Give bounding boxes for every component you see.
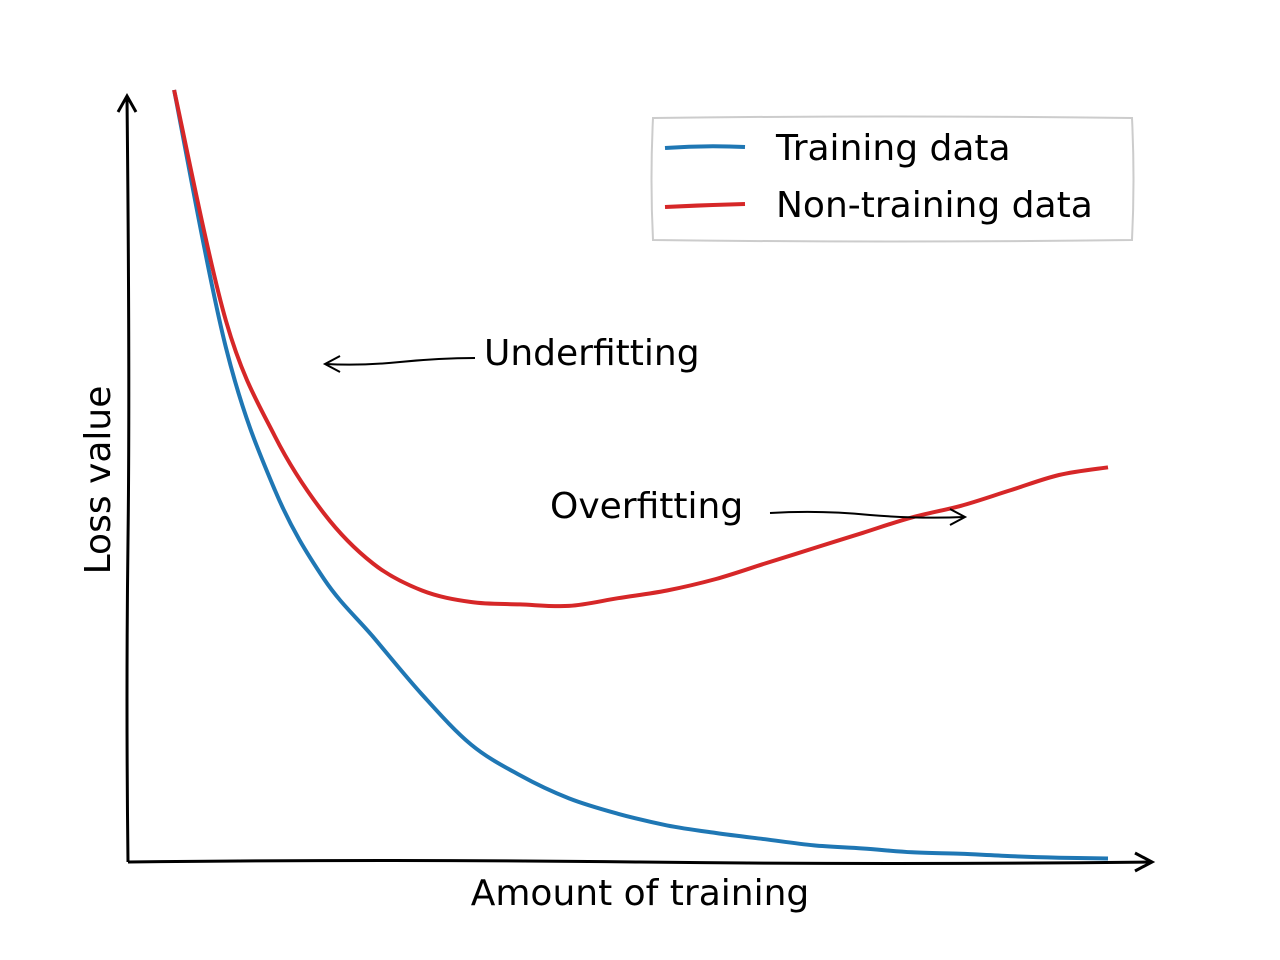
annotation-underfitting: Underfitting (484, 333, 700, 374)
legend-box (650, 115, 1135, 243)
series-line-1 (172, 89, 1109, 609)
x-axis-label: Amount of training (471, 873, 810, 914)
y-axis-arrow (116, 92, 138, 113)
legend-label-training: Training data (775, 128, 1011, 169)
legend-swatch-training (664, 144, 746, 150)
underfitting-arrowhead (322, 355, 341, 373)
legend: Training data Non-training data (650, 115, 1135, 243)
y-axis-label: Loss value (78, 386, 119, 575)
x-axis-line (127, 859, 1151, 865)
legend-label-non-training: Non-training data (776, 185, 1093, 226)
x-axis-arrow (1134, 851, 1156, 873)
underfitting-arrow (325, 357, 476, 366)
overfitting-arrow (769, 510, 965, 519)
legend-swatch-non-training (664, 202, 746, 209)
annotation-overfitting: Overfitting (550, 486, 743, 527)
axes (116, 92, 1156, 873)
overfitting-arrowhead (949, 508, 968, 526)
series-line-0 (172, 89, 1109, 861)
y-axis-line (125, 97, 131, 863)
annotation-layer: Underfitting Overfitting (322, 333, 968, 527)
series-layer (172, 89, 1109, 861)
